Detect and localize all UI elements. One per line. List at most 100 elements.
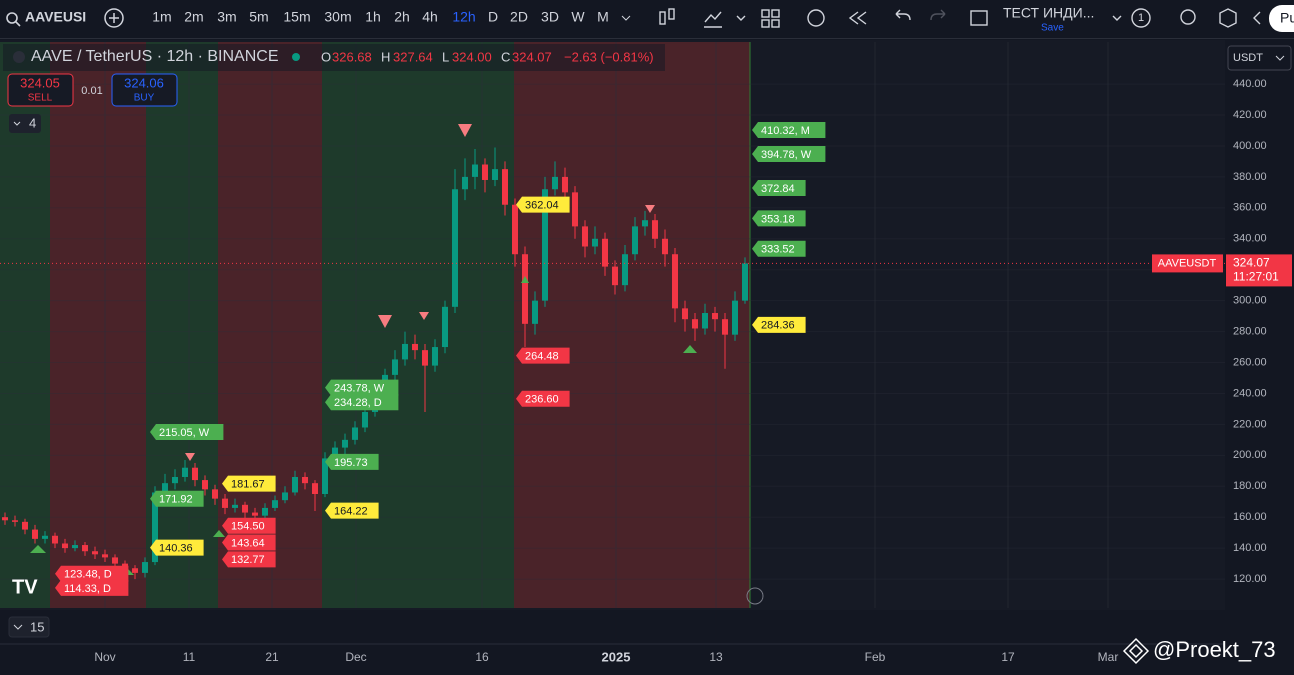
search-icon[interactable] (6, 12, 18, 24)
layouts-icon[interactable] (761, 9, 770, 18)
chevron[interactable] (621, 15, 631, 21)
buy-price[interactable]: 324.06 (124, 75, 164, 90)
chevron[interactable] (1112, 15, 1122, 21)
session-bands (0, 42, 751, 608)
candle-body (232, 504, 238, 508)
sell-label[interactable]: SELL (28, 93, 53, 104)
levels: 410.32, M 394.78, W 372.84 353.18 333.52 284.… (0, 121, 1225, 596)
toolbar (0, 0, 1294, 38)
timeframe[interactable]: 30m (324, 9, 351, 25)
timeframe[interactable]: M (597, 9, 609, 25)
candle-body (562, 176, 568, 193)
level-label: 264.48 (525, 350, 559, 362)
goto-realtime[interactable] (746, 587, 764, 605)
pane-toggle[interactable] (8, 616, 50, 638)
publish-button[interactable] (1269, 5, 1294, 32)
indicators-icon[interactable] (704, 11, 722, 28)
candle-body (742, 263, 748, 301)
add-symbol[interactable] (104, 8, 124, 28)
candle-body (412, 343, 418, 351)
save-button[interactable]: Save (1041, 23, 1064, 34)
chevron (13, 624, 23, 630)
tools-icon[interactable] (1180, 9, 1196, 25)
candle-body (452, 189, 458, 307)
timeframe[interactable]: 4h (422, 9, 438, 25)
level-label: 171.92 (159, 494, 193, 506)
buy-label[interactable]: BUY (134, 93, 155, 104)
candle-body (82, 545, 88, 552)
timeframe[interactable]: 12h (452, 9, 475, 25)
timeframe[interactable]: 3m (217, 9, 236, 25)
symbol-search[interactable]: AAVEUSI (25, 9, 86, 25)
candle-body (252, 512, 258, 516)
timeframe[interactable]: 3D (541, 9, 559, 25)
y-tick-label: 300.00 (1233, 295, 1267, 307)
indicators-count[interactable]: 4 (29, 115, 36, 130)
timeframe[interactable]: 2h (394, 9, 410, 25)
band-red (218, 42, 322, 608)
candle-type[interactable] (668, 8, 675, 20)
alert-icon[interactable] (807, 9, 825, 27)
legend-bg (3, 44, 665, 71)
layouts-icon[interactable] (761, 19, 770, 28)
candle-body (172, 476, 178, 484)
symbol-badge (1152, 254, 1223, 273)
band-green (322, 42, 514, 608)
sell-price[interactable]: 324.05 (20, 75, 60, 90)
buy-signal (30, 545, 46, 553)
timeframe[interactable]: D (488, 9, 498, 25)
candle-body (22, 521, 28, 530)
candle-body (642, 220, 648, 227)
settings-icon[interactable] (1219, 8, 1237, 28)
level-badge (752, 316, 806, 333)
timeframe[interactable]: 2m (184, 9, 203, 25)
fullscreen-icon[interactable] (970, 10, 988, 26)
candle-body (522, 254, 528, 324)
level-badge (752, 210, 806, 227)
x-tick-label: 13 (709, 650, 723, 664)
candle-type[interactable] (659, 11, 666, 25)
band-green (0, 42, 50, 608)
candle-body (42, 535, 48, 539)
indicator-template[interactable]: ТЕСТ ИНДИ... (1003, 5, 1094, 21)
x-tick-label: Feb (865, 650, 886, 664)
candle-body (312, 483, 318, 494)
countdown: 11:27:01 (1233, 270, 1279, 284)
timeframe[interactable]: 15m (283, 9, 310, 25)
layouts-icon[interactable] (771, 9, 780, 18)
publish-label[interactable]: Pu (1280, 10, 1294, 26)
timeframes: 1m 2m 3m 5m 15m 30m 1h 2h 4h 12h D 2D 3D W M (152, 9, 609, 25)
ohlc-label: L (442, 49, 449, 64)
timeframe[interactable]: 5m (249, 9, 268, 25)
y-tick-label: 140.00 (1233, 542, 1267, 554)
timeframe[interactable]: 1h (365, 9, 381, 25)
y-tick-label: 260.00 (1233, 356, 1267, 368)
chevron[interactable] (736, 15, 746, 21)
sell-signal (458, 124, 472, 137)
timeframe[interactable]: 1m (152, 9, 171, 25)
grid (0, 42, 1225, 608)
timeframe[interactable]: W (571, 9, 585, 25)
layouts-icon[interactable] (771, 19, 780, 28)
candle-body (422, 350, 428, 366)
buy-button[interactable] (111, 73, 178, 107)
currency-select[interactable] (1227, 45, 1292, 71)
camera-icon[interactable] (1253, 11, 1261, 25)
y-tick-label: 120.00 (1233, 573, 1267, 585)
search-icon (15, 21, 21, 27)
candle-body (352, 427, 358, 440)
undo-icon[interactable] (895, 9, 911, 21)
sell-button[interactable] (7, 73, 74, 107)
candle-body (442, 306, 448, 348)
timeframe[interactable]: 2D (510, 9, 528, 25)
level-label: 362.04 (525, 200, 559, 212)
currency[interactable]: USDT (1233, 52, 1263, 64)
redo-icon[interactable] (930, 9, 946, 21)
indicators-toggle[interactable] (9, 114, 41, 133)
replay-icon[interactable] (848, 11, 867, 25)
level-label: 195.73 (334, 457, 368, 469)
toolbar-icons (659, 8, 1261, 28)
candle-body (62, 543, 68, 549)
pane-count[interactable]: 15 (30, 619, 44, 634)
candle-body (712, 313, 718, 320)
